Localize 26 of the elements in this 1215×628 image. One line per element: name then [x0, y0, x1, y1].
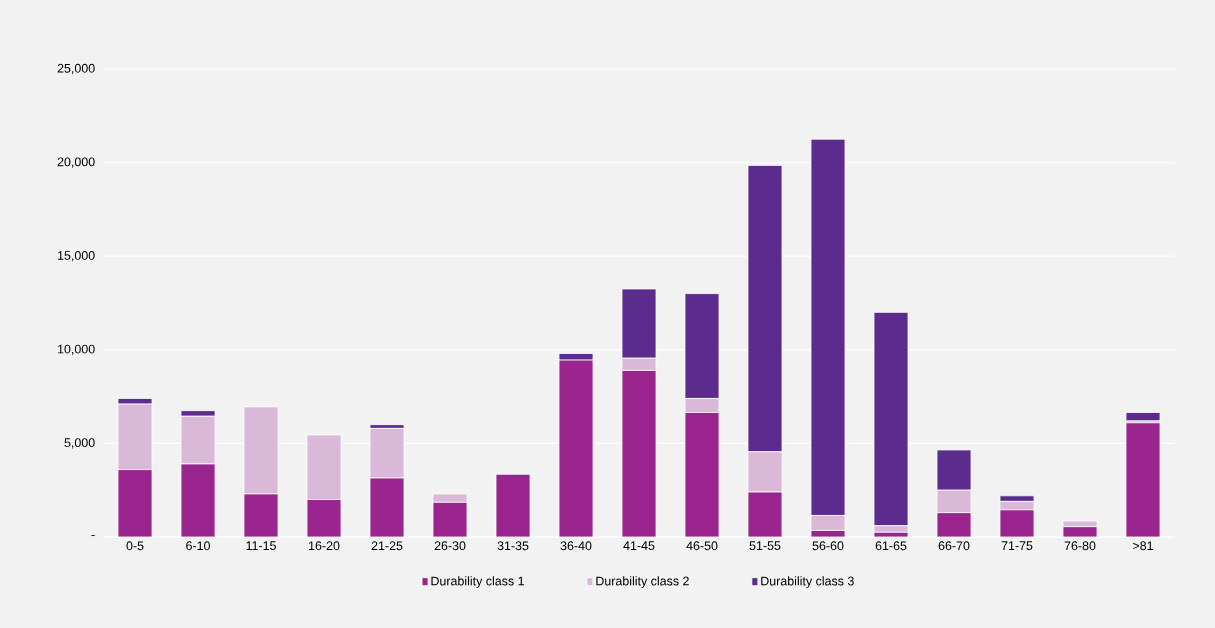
x-tick-label: 51-55	[749, 541, 781, 551]
legend-label: Durability class 2	[596, 576, 689, 588]
x-tick-label: >81	[1133, 541, 1153, 551]
x-tick-label: 21-25	[371, 541, 403, 551]
x-tick-label: 61-65	[875, 541, 907, 551]
x-tick-label: 16-20	[309, 541, 340, 551]
y-tick-label: 20,000	[57, 157, 95, 168]
y-tick-label: -	[91, 535, 95, 537]
x-tick-label: 56-60	[812, 541, 844, 551]
legend-label: Durability class 3	[761, 576, 854, 588]
y-tick-label: 10,000	[58, 344, 95, 355]
x-tick-label: 41-45	[623, 541, 655, 551]
x-tick-label: 6-10	[186, 541, 210, 551]
legend-label: Durability class 1	[431, 576, 524, 588]
x-tick-label: 66-70	[938, 541, 970, 551]
x-tick-label: 11-15	[246, 541, 276, 551]
x-tick-label: 76-80	[1064, 541, 1096, 551]
x-tick-label: 36-40	[560, 541, 592, 551]
x-tick-label: 0-5	[126, 541, 144, 551]
x-tick-label: 26-30	[434, 541, 466, 551]
y-tick-label: 15,000	[58, 251, 95, 262]
x-tick-label: 46-50	[686, 541, 718, 551]
x-tick-label: 71-75	[1001, 541, 1033, 551]
y-tick-label: 5,000	[64, 438, 95, 449]
x-tick-label: 31-35	[497, 541, 529, 551]
y-tick-label: 25,000	[57, 63, 95, 75]
